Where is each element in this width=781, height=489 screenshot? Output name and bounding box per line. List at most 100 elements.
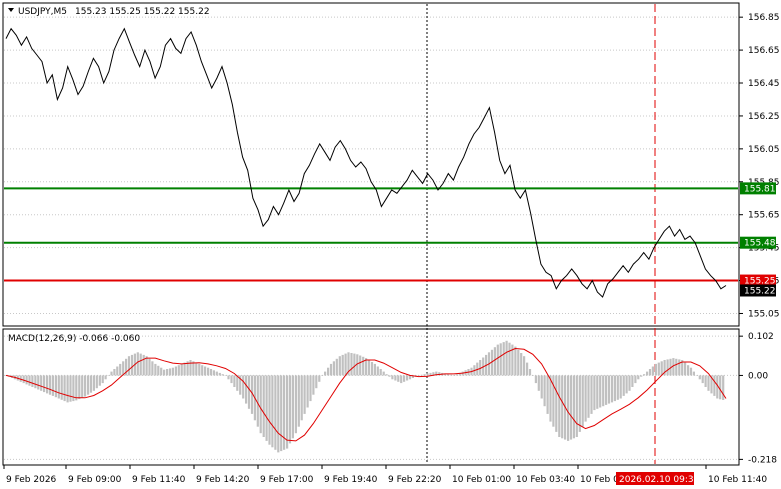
price-tick-label: 156.05 bbox=[748, 145, 780, 155]
macd-bar bbox=[411, 375, 414, 378]
macd-bar bbox=[87, 375, 90, 395]
macd-tick-label: 0.102 bbox=[748, 332, 774, 342]
macd-bar bbox=[596, 375, 599, 409]
macd-bar bbox=[701, 375, 704, 384]
macd-bar bbox=[122, 361, 125, 376]
macd-bar bbox=[60, 375, 63, 400]
macd-bar bbox=[174, 366, 177, 376]
macd-bar bbox=[268, 375, 271, 445]
macd-bar bbox=[271, 375, 274, 448]
macd-bar bbox=[713, 375, 716, 396]
ohlc-values: 155.23 155.25 155.22 155.22 bbox=[75, 7, 210, 17]
macd-bar bbox=[227, 375, 230, 380]
macd-bar bbox=[209, 369, 213, 376]
macd-bar bbox=[710, 375, 713, 394]
macd-bar bbox=[493, 347, 496, 376]
macd-bar bbox=[526, 362, 529, 376]
macd-bar bbox=[587, 375, 590, 418]
macd-bar bbox=[660, 361, 663, 376]
macd-bar bbox=[382, 371, 385, 376]
macd-bar bbox=[435, 371, 438, 376]
macd-bar bbox=[423, 374, 426, 376]
macd-bar bbox=[332, 361, 335, 376]
price-tick-label: 156.45 bbox=[748, 79, 780, 89]
macd-bar bbox=[31, 375, 34, 387]
macd-bar bbox=[207, 367, 210, 376]
macd-bar bbox=[19, 375, 22, 382]
level-badge bbox=[740, 274, 776, 287]
macd-bar bbox=[151, 361, 154, 376]
macd-bar bbox=[426, 373, 429, 376]
time-tick-label: 10 Feb 11:40 bbox=[708, 475, 767, 485]
macd-bar bbox=[569, 375, 573, 440]
macd-bar bbox=[575, 375, 578, 437]
macd-bar bbox=[391, 375, 394, 380]
macd-panel bbox=[2, 328, 740, 466]
macd-bar bbox=[48, 375, 52, 395]
macd-label: MACD(12,26,9) -0.066 -0.060 bbox=[8, 334, 140, 344]
macd-bar bbox=[189, 360, 192, 376]
macd-axis: 0.102 0.00 -0.218 bbox=[739, 332, 777, 465]
macd-bar bbox=[312, 375, 315, 395]
macd-bar bbox=[195, 362, 198, 376]
macd-bar bbox=[303, 375, 306, 414]
macd-bar bbox=[517, 349, 520, 376]
macd-bar bbox=[34, 375, 37, 389]
macd-bar bbox=[204, 366, 207, 376]
macd-bar bbox=[625, 375, 628, 394]
macd-bar bbox=[84, 375, 87, 397]
macd-bar bbox=[707, 375, 710, 391]
macd-bar bbox=[318, 375, 321, 382]
macd-bar bbox=[22, 375, 25, 384]
price-series bbox=[5, 27, 727, 298]
macd-bar bbox=[634, 375, 637, 384]
macd-bar bbox=[356, 354, 359, 376]
macd-bar bbox=[520, 353, 523, 376]
macd-bar bbox=[452, 375, 455, 376]
level-badge bbox=[740, 182, 776, 195]
macd-bar bbox=[622, 375, 625, 396]
macd-bar bbox=[242, 375, 245, 399]
macd-bar bbox=[572, 375, 575, 439]
macd-bar bbox=[221, 374, 224, 376]
macd-bar bbox=[186, 361, 189, 376]
macd-series bbox=[5, 340, 727, 453]
macd-bar bbox=[508, 342, 511, 376]
macd-bar bbox=[455, 374, 458, 376]
macd-bar bbox=[678, 359, 681, 376]
level-badge-label: 155.81 bbox=[744, 184, 776, 194]
macd-bar bbox=[716, 375, 719, 399]
highlight-time-badge bbox=[616, 472, 694, 485]
macd-bar bbox=[619, 375, 622, 399]
macd-bar bbox=[104, 375, 107, 380]
macd-bar bbox=[201, 365, 204, 376]
macd-bar bbox=[63, 375, 66, 402]
macd-bar bbox=[479, 360, 482, 376]
current-price-label: 155.22 bbox=[744, 286, 776, 296]
macd-bar bbox=[57, 375, 60, 399]
macd-bar bbox=[359, 355, 362, 376]
macd-bar bbox=[610, 375, 614, 403]
time-tick-label: 10 Feb 01:00 bbox=[452, 475, 511, 485]
macd-bar bbox=[353, 353, 356, 376]
time-tick-label: 10 Feb 0 bbox=[580, 475, 619, 485]
macd-bar bbox=[283, 375, 286, 450]
macd-bar bbox=[321, 375, 324, 376]
macd-bar bbox=[654, 363, 657, 376]
macd-bar bbox=[552, 375, 555, 427]
macd-bar bbox=[347, 352, 350, 376]
macd-bar bbox=[593, 375, 596, 411]
macd-bar bbox=[51, 375, 54, 396]
macd-bar bbox=[72, 375, 75, 402]
macd-bar bbox=[698, 375, 701, 380]
macd-bar bbox=[631, 375, 634, 387]
time-tick-label: 9 Feb 17:00 bbox=[260, 475, 314, 485]
price-panel bbox=[2, 2, 740, 327]
macd-bar bbox=[54, 375, 57, 398]
macd-bar bbox=[315, 375, 318, 389]
dropdown-triangle-icon[interactable] bbox=[8, 8, 14, 12]
macd-bar bbox=[157, 365, 160, 376]
highlight-time-label: 2026.02.10 09:30 bbox=[619, 475, 700, 485]
current-price-badge bbox=[740, 284, 776, 297]
